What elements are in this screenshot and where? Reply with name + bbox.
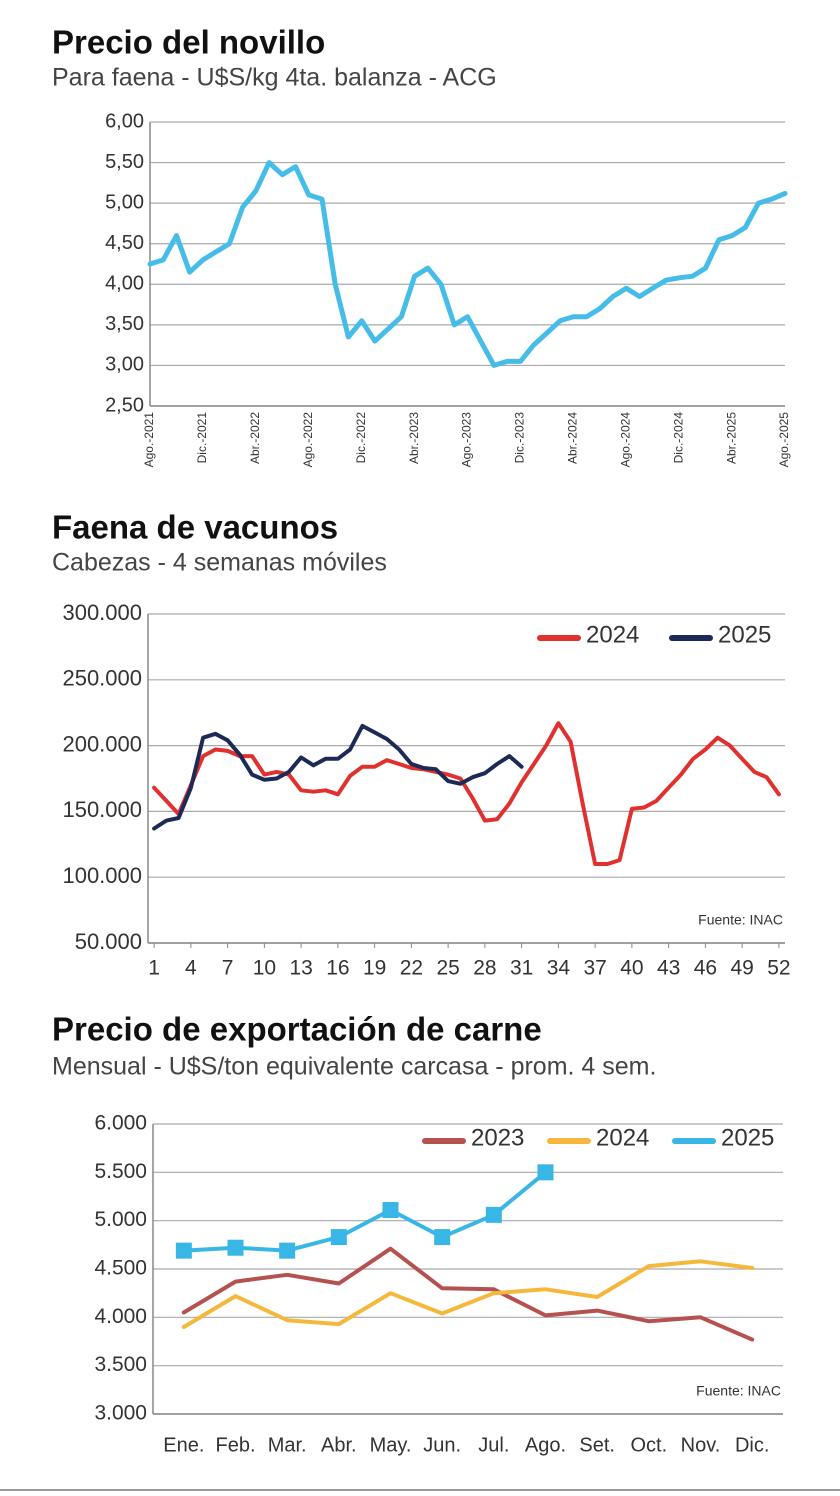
- data-marker: [330, 1229, 347, 1246]
- x-tick-label: 13: [289, 957, 312, 980]
- legend-label: 2024: [586, 621, 639, 648]
- y-tick-label: 5.500: [94, 1160, 147, 1183]
- y-tick-label: 4.500: [94, 1257, 147, 1280]
- legend-label: 2025: [721, 1124, 774, 1151]
- x-tick-label: Abr.-2024: [566, 412, 580, 464]
- x-tick-label: Oct.: [630, 1434, 667, 1456]
- x-tick-label: 43: [657, 957, 680, 980]
- x-tick-label: Dic.-2024: [671, 412, 685, 464]
- chart-title: Precio del novillo: [52, 24, 325, 61]
- x-tick-label: Dic.-2022: [354, 412, 368, 464]
- y-tick-label: 6.000: [94, 1112, 147, 1135]
- y-tick-label: 150.000: [62, 797, 142, 822]
- data-line: [181, 1259, 755, 1329]
- x-tick-label: 46: [694, 957, 717, 980]
- source-note: Fuente: INAC: [698, 912, 783, 928]
- x-tick-label: Ago.-2024: [618, 412, 632, 468]
- y-tick-label: 3.500: [94, 1353, 147, 1376]
- x-tick-label: Ago.-2022: [301, 412, 315, 468]
- y-tick-label: 5,50: [105, 151, 144, 173]
- chart-title: Precio de exportación de carne: [52, 1011, 542, 1048]
- x-tick-label: 52: [767, 957, 790, 980]
- x-tick-label: Ago.-2023: [460, 412, 474, 468]
- x-tick-label: 19: [363, 957, 386, 980]
- x-tick-label: Abr.: [321, 1434, 357, 1456]
- y-tick-label: 4,50: [105, 232, 144, 254]
- x-tick-label: 10: [253, 957, 276, 980]
- x-tick-label: 25: [436, 957, 459, 980]
- x-tick-label: Abr.-2025: [724, 412, 738, 464]
- chart-subtitle: Para faena - U$S/kg 4ta. balanza - ACG: [52, 64, 497, 92]
- data-marker: [537, 1164, 554, 1181]
- x-tick-label: Dic.: [735, 1434, 769, 1456]
- x-tick-label: Ene.: [163, 1434, 204, 1456]
- x-tick-label: 28: [473, 957, 496, 980]
- legend-label: 2024: [596, 1124, 649, 1151]
- data-marker: [175, 1242, 192, 1259]
- x-tick-label: Abr.-2023: [407, 412, 421, 464]
- x-tick-label: Ago.-2025: [777, 412, 791, 468]
- x-tick-label: Jun.: [423, 1434, 461, 1456]
- x-tick-label: Set.: [579, 1434, 615, 1456]
- x-tick-label: May.: [370, 1434, 412, 1456]
- x-tick-label: 22: [400, 957, 423, 980]
- y-tick-label: 4.000: [94, 1305, 147, 1328]
- y-tick-label: 6,00: [105, 110, 144, 132]
- data-line: [181, 1170, 548, 1253]
- y-tick-label: 3.000: [94, 1402, 147, 1425]
- data-marker: [434, 1229, 451, 1246]
- y-tick-label: 5,00: [105, 191, 144, 213]
- data-marker: [279, 1242, 296, 1259]
- x-tick-label: Dic.-2023: [513, 412, 527, 464]
- legend-label: 2025: [718, 621, 771, 648]
- legend-label: 2023: [471, 1124, 524, 1151]
- y-tick-label: 3,50: [105, 313, 144, 335]
- y-tick-label: 300.000: [62, 600, 142, 625]
- x-tick-label: Abr.-2022: [248, 412, 262, 464]
- chart-subtitle: Mensual - U$S/ton equivalente carcasa - …: [52, 1053, 656, 1081]
- y-tick-label: 100.000: [62, 863, 142, 888]
- x-tick-label: 49: [730, 957, 753, 980]
- chart-subtitle: Cabezas - 4 semanas móviles: [52, 549, 387, 577]
- x-tick-label: Nov.: [681, 1434, 721, 1456]
- y-tick-label: 2,50: [105, 394, 144, 416]
- data-marker: [485, 1206, 502, 1223]
- y-tick-label: 50.000: [75, 929, 142, 954]
- x-tick-label: Feb.: [215, 1434, 255, 1456]
- data-line: [152, 723, 524, 831]
- y-tick-label: 4,00: [105, 273, 144, 295]
- x-tick-label: 4: [185, 957, 197, 980]
- x-tick-label: Dic.-2021: [195, 412, 209, 464]
- x-tick-label: Jul.: [478, 1434, 509, 1456]
- data-marker: [227, 1239, 244, 1256]
- chart-title: Faena de vacunos: [52, 509, 338, 546]
- y-tick-label: 3,00: [105, 354, 144, 376]
- y-tick-label: 200.000: [62, 731, 142, 756]
- x-tick-label: Ago.-2021: [142, 412, 156, 468]
- source-note: Fuente: INAC: [696, 1383, 781, 1399]
- data-line: [181, 1246, 755, 1342]
- x-tick-label: 40: [620, 957, 643, 980]
- x-tick-label: 31: [510, 957, 533, 980]
- x-tick-label: 37: [583, 957, 606, 980]
- data-line: [147, 160, 788, 368]
- x-tick-label: Ago.: [525, 1434, 566, 1456]
- data-marker: [382, 1202, 399, 1219]
- y-tick-label: 5.000: [94, 1208, 147, 1231]
- x-tick-label: 16: [326, 957, 349, 980]
- x-tick-label: Mar.: [268, 1434, 307, 1456]
- x-tick-label: 7: [222, 957, 234, 980]
- data-line: [152, 721, 781, 866]
- y-tick-label: 250.000: [62, 666, 142, 691]
- x-tick-label: 1: [148, 957, 160, 980]
- x-tick-label: 34: [547, 957, 571, 980]
